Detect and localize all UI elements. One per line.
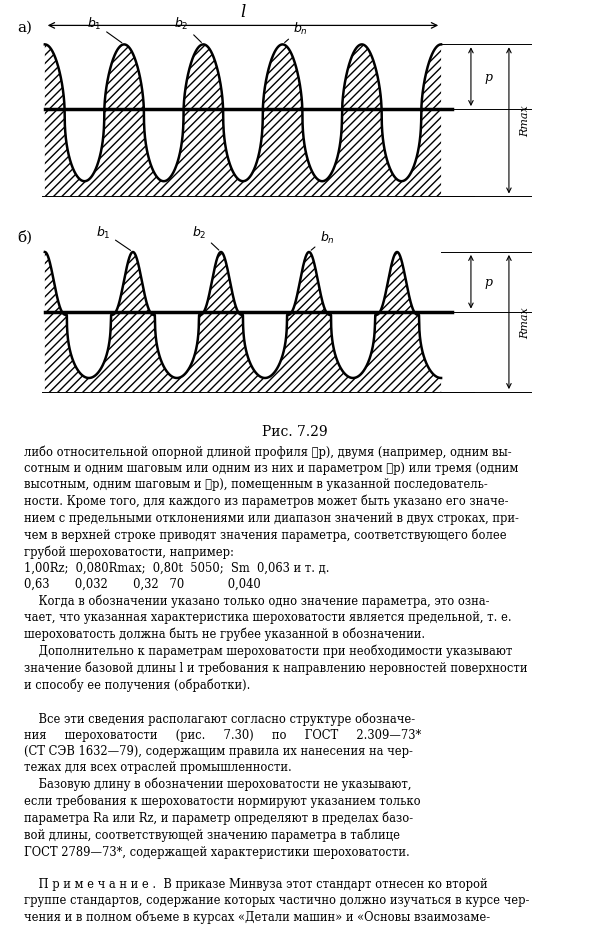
Text: p: p — [484, 71, 493, 84]
Text: Rmax: Rmax — [520, 307, 530, 339]
Text: либо относительной опорной длиной профиля ℓp), двумя (например, одним вы-
сотным: либо относительной опорной длиной профил… — [24, 445, 529, 923]
Text: б): б) — [18, 230, 33, 245]
Polygon shape — [45, 252, 441, 392]
Text: $b_2$: $b_2$ — [192, 225, 219, 250]
Text: $b_1$: $b_1$ — [96, 225, 130, 251]
Text: $b_1$: $b_1$ — [87, 16, 122, 44]
Text: p: p — [484, 276, 493, 289]
Text: $b_2$: $b_2$ — [175, 16, 201, 44]
Text: а): а) — [18, 21, 32, 34]
Polygon shape — [45, 46, 441, 197]
Text: Рис. 7.29: Рис. 7.29 — [262, 425, 328, 439]
Text: l: l — [240, 4, 245, 21]
Text: Rmax: Rmax — [520, 106, 530, 137]
Text: $b_n$: $b_n$ — [311, 229, 335, 251]
Text: $b_n$: $b_n$ — [284, 21, 309, 44]
